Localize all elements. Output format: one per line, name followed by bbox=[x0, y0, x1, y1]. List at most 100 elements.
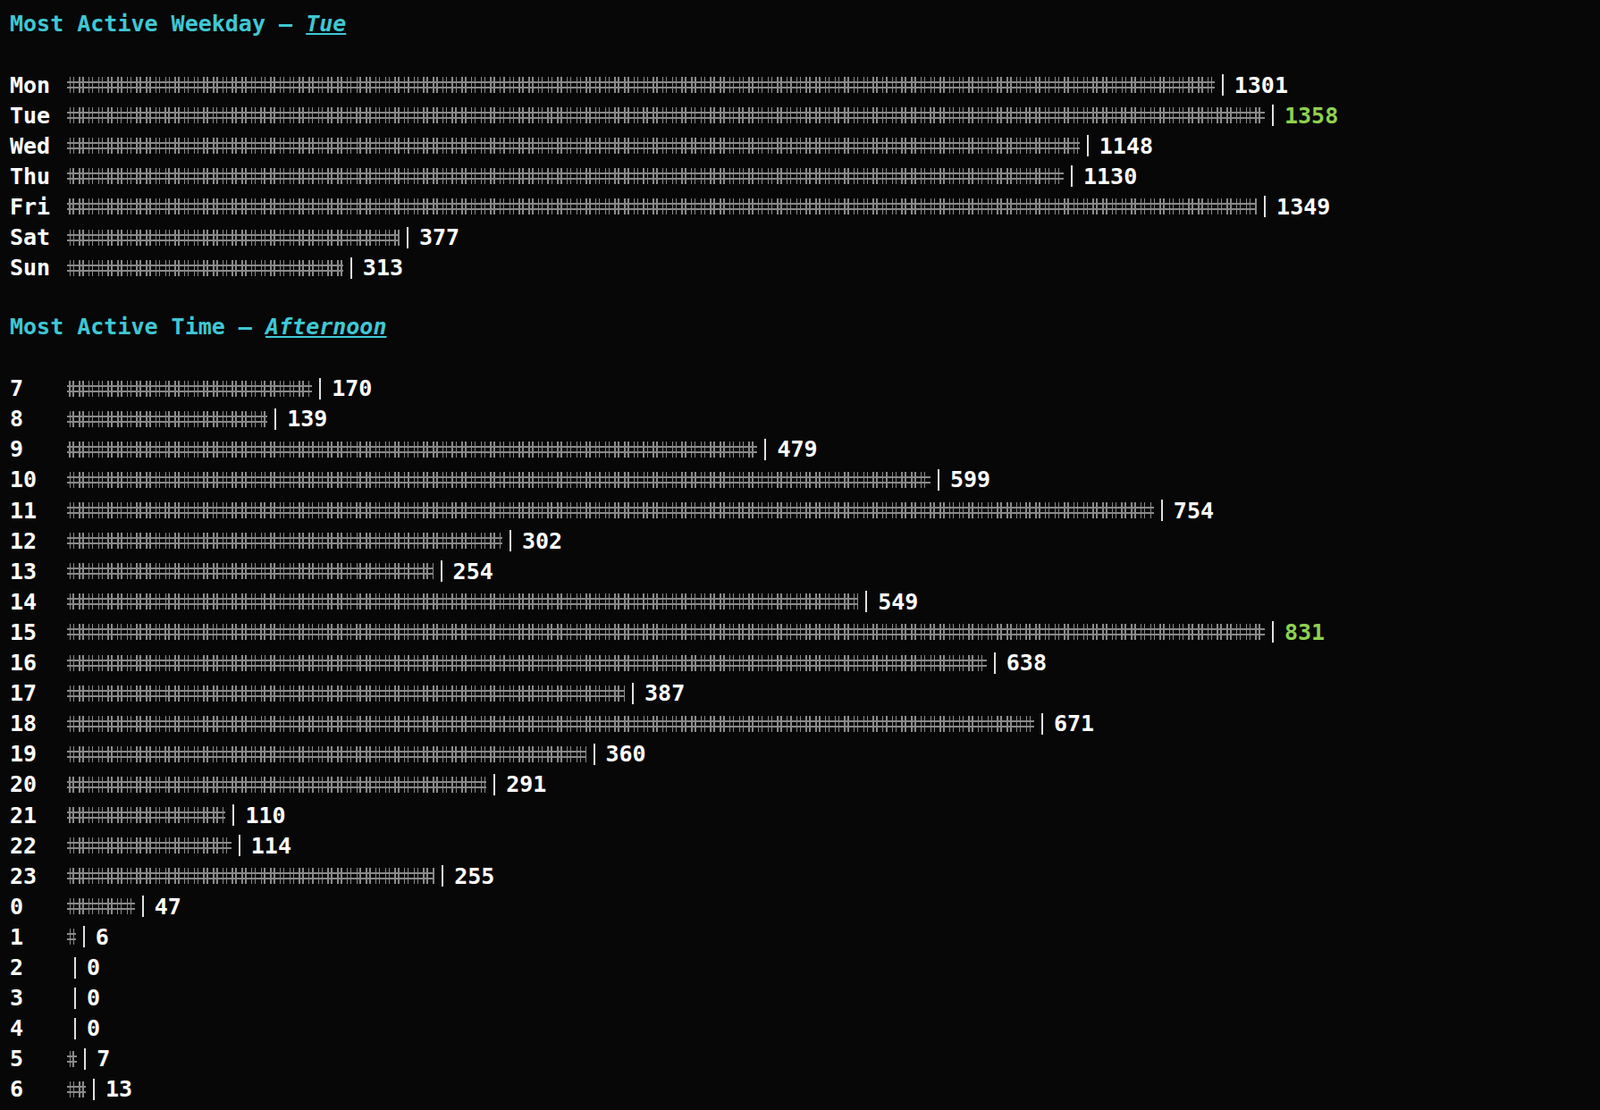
category-label: 0 bbox=[9, 895, 24, 918]
category-label: 2 bbox=[9, 956, 24, 979]
data-label: 549 bbox=[877, 590, 918, 614]
data-label: 291 bbox=[505, 773, 547, 796]
title-gap bbox=[292, 10, 306, 37]
category-label: 8 bbox=[9, 407, 24, 430]
bar bbox=[67, 198, 1257, 215]
category-label: 7 bbox=[9, 377, 24, 400]
data-label: 254 bbox=[453, 560, 494, 583]
bar bbox=[67, 593, 859, 610]
bar bbox=[67, 807, 226, 824]
bar-end bbox=[350, 257, 353, 279]
bar-end bbox=[142, 895, 144, 918]
bar-end bbox=[993, 652, 996, 674]
title-gap bbox=[252, 313, 266, 340]
data-label: 114 bbox=[251, 834, 292, 858]
data-label: 7 bbox=[96, 1047, 110, 1070]
category-label: 3 bbox=[9, 986, 24, 1010]
bar bbox=[67, 776, 487, 793]
category-label: Fri bbox=[9, 195, 51, 219]
bar bbox=[67, 107, 1265, 124]
data-label: 754 bbox=[1173, 499, 1214, 523]
category-label: 5 bbox=[9, 1047, 24, 1070]
data-label: 1148 bbox=[1099, 134, 1154, 158]
data-label: 6 bbox=[95, 926, 110, 949]
bar bbox=[67, 229, 400, 246]
data-label: 671 bbox=[1053, 712, 1095, 735]
data-label: 313 bbox=[362, 256, 404, 279]
data-label: 1301 bbox=[1234, 74, 1289, 97]
category-label: 15 bbox=[9, 621, 37, 644]
data-label: 139 bbox=[286, 407, 328, 430]
bar bbox=[67, 837, 232, 854]
bar bbox=[67, 928, 76, 945]
terminal: Most Active Weekday – TueMon1301Tue1358W… bbox=[0, 0, 1600, 1110]
bar bbox=[67, 685, 625, 702]
bar bbox=[67, 715, 1035, 733]
data-label: 170 bbox=[331, 377, 372, 400]
bar-end bbox=[631, 682, 634, 705]
bar bbox=[67, 746, 587, 763]
category-label: Mon bbox=[9, 74, 51, 97]
category-label: Wed bbox=[9, 134, 51, 158]
category-label: 16 bbox=[9, 651, 37, 674]
bar-end bbox=[441, 865, 444, 887]
bar-end bbox=[1070, 165, 1073, 187]
category-label: 4 bbox=[9, 1017, 24, 1040]
category-label: Tue bbox=[9, 104, 51, 127]
data-label: 1130 bbox=[1083, 165, 1137, 188]
data-label: 0 bbox=[86, 986, 101, 1010]
bar bbox=[67, 502, 1154, 519]
bar-end bbox=[937, 469, 940, 491]
bar-end bbox=[440, 560, 443, 582]
data-label: 47 bbox=[154, 895, 182, 918]
bar-end bbox=[764, 438, 767, 461]
data-label: 479 bbox=[776, 437, 817, 461]
bar bbox=[67, 471, 931, 489]
data-label: 13 bbox=[105, 1077, 133, 1101]
bar bbox=[67, 532, 503, 549]
bar-end bbox=[509, 530, 512, 552]
bar bbox=[67, 137, 1080, 154]
bar bbox=[67, 380, 312, 397]
bar-end bbox=[1041, 713, 1044, 735]
category-label: 21 bbox=[9, 804, 37, 827]
category-label: Sun bbox=[9, 256, 51, 279]
bar bbox=[67, 168, 1064, 185]
bar-end bbox=[406, 227, 409, 249]
data-label: 302 bbox=[522, 530, 563, 553]
category-label: 12 bbox=[9, 530, 37, 553]
title-highlight: Tue bbox=[305, 10, 346, 37]
category-label: 14 bbox=[9, 590, 37, 614]
bar-end bbox=[1086, 134, 1089, 157]
category-label: 10 bbox=[9, 468, 37, 491]
bar-end bbox=[274, 408, 277, 430]
bar-end bbox=[865, 590, 868, 613]
data-label: 110 bbox=[244, 804, 286, 827]
data-label: 599 bbox=[950, 468, 991, 491]
bar bbox=[67, 1081, 86, 1098]
bar bbox=[67, 867, 435, 885]
bar-end bbox=[83, 926, 85, 948]
data-label: 360 bbox=[606, 742, 647, 766]
data-label: 638 bbox=[1006, 651, 1047, 674]
bar-end bbox=[74, 1018, 76, 1040]
bar bbox=[67, 1051, 77, 1068]
bar-end bbox=[1271, 621, 1274, 643]
bar bbox=[67, 655, 987, 672]
data-label: 831 bbox=[1284, 621, 1325, 644]
data-label: 255 bbox=[454, 865, 495, 888]
bar-end bbox=[1161, 499, 1163, 522]
bar-end bbox=[493, 774, 496, 796]
bar-end bbox=[593, 743, 596, 766]
category-label: 11 bbox=[9, 499, 37, 523]
category-label: Sat bbox=[9, 226, 51, 249]
category-label: 20 bbox=[9, 773, 37, 796]
category-label: 23 bbox=[9, 865, 37, 888]
category-label: 17 bbox=[9, 682, 37, 705]
bar bbox=[67, 898, 135, 915]
category-label: 13 bbox=[9, 560, 37, 583]
bar-end bbox=[74, 987, 76, 1010]
category-label: 9 bbox=[9, 437, 24, 461]
category-label: 22 bbox=[9, 834, 37, 858]
bar-end bbox=[84, 1048, 86, 1070]
